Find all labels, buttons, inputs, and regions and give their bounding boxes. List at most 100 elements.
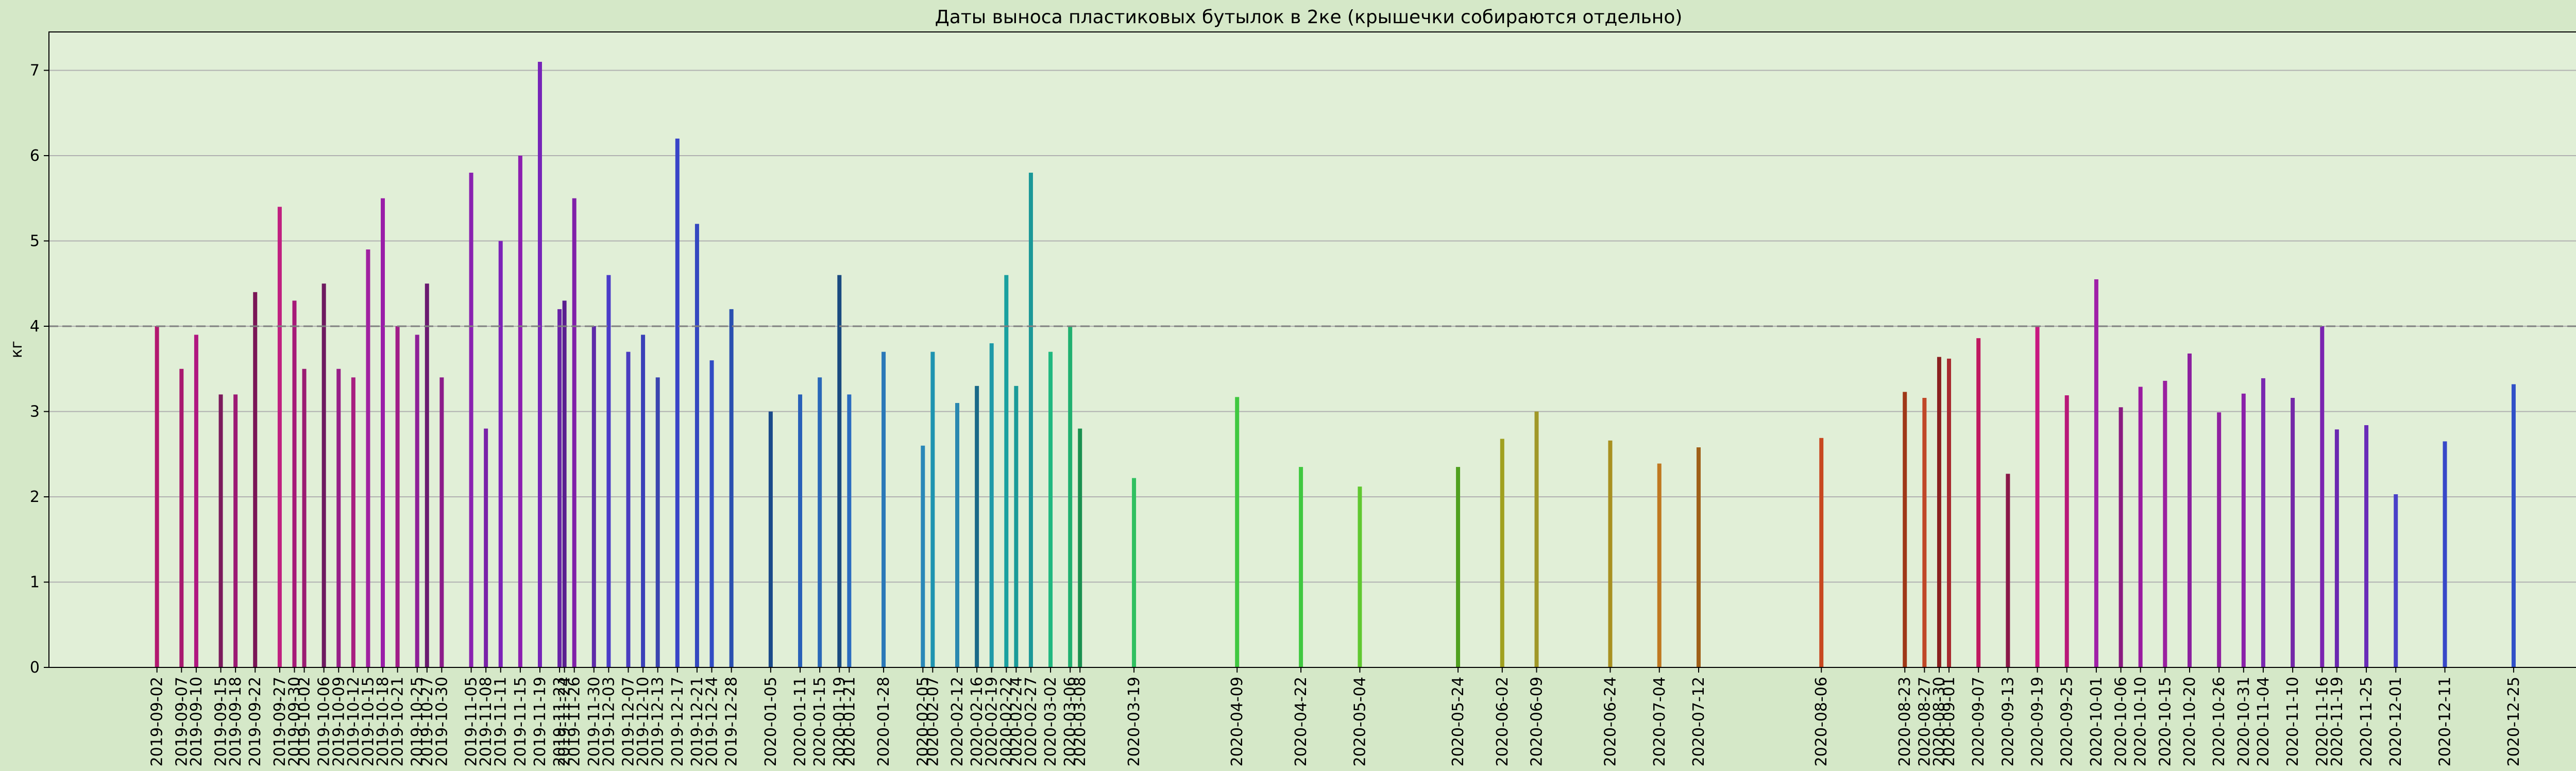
x-tick-label: 2019-09-22 — [246, 677, 264, 766]
bar — [439, 377, 444, 667]
x-tick-label: 2020-02-07 — [924, 677, 942, 766]
x-tick-label: 2019-11-19 — [531, 677, 549, 766]
x-tick-label: 2020-09-25 — [2058, 677, 2076, 766]
bar — [989, 343, 994, 667]
bar — [882, 351, 886, 667]
bar — [277, 207, 282, 668]
x-tick-label: 2020-05-24 — [1449, 677, 1467, 766]
bar — [351, 377, 355, 667]
bar — [1299, 467, 1303, 667]
bar — [1028, 173, 1033, 667]
x-tick-label: 2020-11-16 — [2313, 677, 2331, 766]
x-tick-label: 2020-03-02 — [1042, 677, 1060, 766]
x-tick-label: 2019-12-24 — [703, 677, 721, 766]
bar — [591, 326, 596, 667]
bar — [1004, 275, 1009, 667]
x-tick-label: 2019-11-08 — [477, 677, 495, 766]
bar — [2094, 279, 2098, 667]
x-tick-label: 2020-02-27 — [1022, 677, 1040, 766]
x-tick-label: 2020-02-22 — [997, 677, 1015, 766]
y-tick-label: 2 — [30, 488, 40, 506]
x-tick-label: 2020-01-21 — [840, 677, 858, 766]
bar — [366, 249, 370, 667]
bar — [2443, 441, 2447, 667]
bar — [1819, 438, 1824, 667]
bar — [818, 377, 822, 667]
x-tick-label: 2020-10-01 — [2088, 677, 2106, 766]
bar — [1456, 467, 1461, 667]
x-tick-label: 2019-10-02 — [296, 677, 314, 766]
y-tick-label: 4 — [30, 317, 40, 336]
x-tick-label: 2020-09-19 — [2029, 677, 2047, 766]
y-tick-label: 6 — [30, 147, 40, 165]
x-tick-label: 2019-09-15 — [212, 677, 230, 766]
bar — [2006, 474, 2010, 667]
x-tick-label: 2020-02-16 — [968, 677, 986, 766]
bar — [1235, 397, 1240, 667]
x-tick-label: 2020-08-06 — [1812, 677, 1831, 766]
chart-title: Даты выноса пластиковых бутылок в 2ке (к… — [935, 7, 1683, 28]
bar — [518, 155, 522, 667]
x-tick-label: 2019-09-07 — [173, 677, 191, 766]
x-tick-label: 2020-12-25 — [2505, 677, 2523, 766]
bar — [2511, 384, 2516, 667]
x-tick-label: 2020-10-20 — [2181, 677, 2199, 766]
y-axis-label: кг — [8, 341, 26, 358]
bar — [606, 275, 611, 667]
x-tick-label: 2019-11-15 — [512, 677, 530, 766]
bar — [233, 394, 238, 667]
bar — [675, 138, 680, 668]
x-tick-label: 2019-09-18 — [227, 677, 245, 766]
x-tick-label: 2020-08-30 — [1930, 677, 1948, 766]
x-tick-label: 2019-09-02 — [148, 677, 166, 766]
bar — [709, 360, 714, 667]
x-tick-label: 2019-12-21 — [688, 677, 706, 766]
bar — [292, 300, 297, 667]
x-tick-label: 2020-07-12 — [1690, 677, 1708, 766]
x-tick-label: 2020-11-10 — [2284, 677, 2302, 766]
bar — [1014, 386, 1019, 667]
bar — [484, 428, 488, 667]
bar — [1078, 428, 1082, 667]
bar — [2394, 494, 2398, 667]
x-tick-label: 2020-10-15 — [2156, 677, 2174, 766]
x-tick-label: 2020-12-01 — [2387, 677, 2405, 766]
x-tick-label: 2019-09-10 — [188, 677, 206, 766]
x-tick-label: 2019-12-10 — [634, 677, 652, 766]
x-tick-label: 2019-11-24 — [556, 677, 574, 766]
bar — [798, 394, 803, 667]
bar — [194, 334, 198, 667]
bar — [2163, 380, 2167, 667]
x-tick-label: 2020-02-05 — [914, 677, 932, 766]
bar — [381, 198, 385, 667]
bar — [1976, 338, 1981, 667]
bar — [768, 411, 773, 667]
x-tick-label: 2020-10-26 — [2210, 677, 2228, 766]
bar — [921, 445, 925, 667]
bar — [1608, 440, 1613, 667]
x-tick-label: 2019-09-27 — [271, 677, 289, 766]
x-tick-label: 2020-11-25 — [2358, 677, 2376, 766]
bar — [1534, 411, 1539, 667]
bar — [1358, 487, 1362, 667]
y-tick-label: 3 — [30, 403, 40, 421]
bar — [847, 394, 852, 667]
x-tick-label: 2020-05-04 — [1351, 677, 1369, 766]
x-tick-label: 2020-10-31 — [2235, 677, 2253, 766]
x-tick-label: 2019-10-18 — [374, 677, 392, 766]
bar — [2064, 395, 2069, 667]
x-tick-label: 2019-12-28 — [723, 677, 741, 766]
x-tick-label: 2019-10-30 — [433, 677, 451, 766]
x-tick-label: 2019-11-23 — [551, 677, 569, 766]
bar — [2187, 353, 2192, 667]
bar — [557, 309, 562, 667]
x-tick-label: 2020-01-05 — [762, 677, 780, 766]
x-tick-label: 2020-08-27 — [1916, 677, 1934, 766]
bar — [1937, 357, 1941, 667]
x-tick-label: 2020-06-02 — [1494, 677, 1512, 766]
bar — [562, 300, 567, 667]
x-tick-label: 2019-10-15 — [359, 677, 377, 766]
y-gridlines — [49, 70, 2576, 583]
bar — [837, 275, 842, 667]
